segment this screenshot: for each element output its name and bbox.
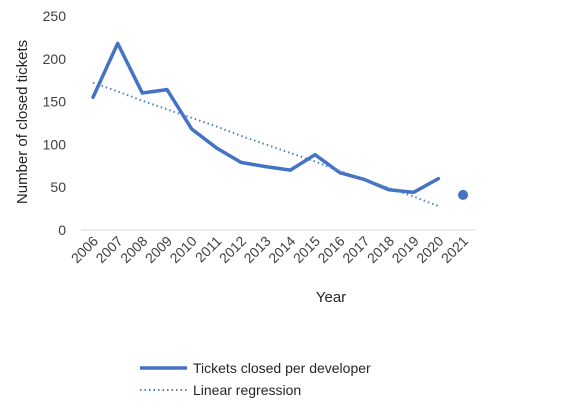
series-line-regression bbox=[92, 81, 439, 207]
y-tick-label: 250 bbox=[43, 8, 67, 24]
x-tick-label: 2019 bbox=[388, 233, 421, 266]
series-line-tickets bbox=[91, 41, 441, 195]
x-tick-label: 2014 bbox=[265, 233, 298, 266]
x-tick-label: 2007 bbox=[92, 233, 125, 266]
x-tick-label: 2010 bbox=[166, 233, 199, 266]
y-tick-label: 100 bbox=[43, 136, 67, 152]
y-tick-label: 0 bbox=[58, 222, 66, 238]
legend-label-regression: Linear regression bbox=[193, 382, 301, 398]
data-point-marker bbox=[458, 189, 469, 200]
y-axis-title: Number of closed tickets bbox=[14, 40, 31, 204]
y-tick-label: 150 bbox=[43, 94, 67, 110]
x-tick-label: 2017 bbox=[339, 233, 372, 266]
points-layer bbox=[458, 189, 469, 200]
legend: Tickets closed per developer Linear regre… bbox=[140, 360, 371, 398]
x-tick-label: 2012 bbox=[216, 233, 249, 266]
y-tick-label: 50 bbox=[50, 179, 66, 195]
x-tick-label: 2016 bbox=[314, 233, 347, 266]
x-tick-label: 2020 bbox=[413, 233, 446, 266]
x-tick-label: 2008 bbox=[117, 233, 150, 266]
y-axis-ticks: 0 50 100 150 200 250 bbox=[43, 8, 67, 238]
x-axis-title: Year bbox=[316, 289, 346, 306]
y-tick-label: 200 bbox=[43, 51, 67, 67]
x-tick-label: 2011 bbox=[192, 233, 225, 266]
x-tick-label: 2006 bbox=[68, 233, 101, 266]
x-axis-ticks: 2006200720082009201020112012201320142015… bbox=[68, 233, 472, 266]
legend-label-tickets: Tickets closed per developer bbox=[193, 360, 371, 376]
x-tick-label: 2021 bbox=[438, 233, 471, 266]
x-tick-label: 2018 bbox=[364, 233, 397, 266]
x-tick-label: 2015 bbox=[290, 233, 323, 266]
series-layer bbox=[91, 41, 441, 207]
x-tick-label: 2009 bbox=[142, 233, 175, 266]
x-tick-label: 2013 bbox=[240, 233, 273, 266]
